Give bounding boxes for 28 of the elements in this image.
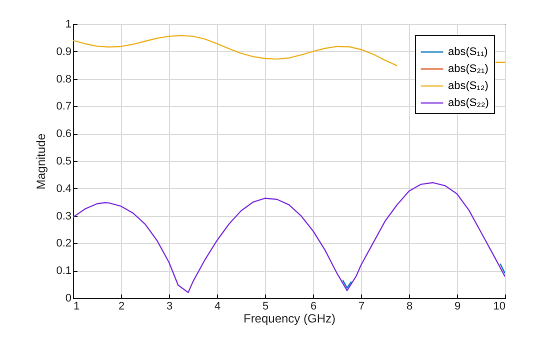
y-tick-label: 0	[65, 292, 72, 304]
y-tick-label: 0.9	[56, 46, 72, 58]
y-tick-label: 0.2	[56, 238, 72, 250]
legend-label: abs(S₂₁)	[448, 63, 488, 75]
x-tick-label: 1	[74, 300, 80, 312]
legend-label: abs(S₁₁)	[448, 46, 488, 58]
y-tick-label: 0.3	[56, 210, 72, 222]
x-tick-label: 2	[118, 300, 125, 312]
x-tick-label: 7	[358, 300, 365, 312]
x-tick-label: 10	[493, 300, 506, 312]
y-tick-label: 0.4	[56, 182, 72, 195]
y-tick-label: 0.7	[56, 100, 72, 113]
legend-label: abs(S₂₂)	[448, 97, 489, 109]
x-tick-label: 8	[406, 300, 413, 312]
y-tick-label: 0.1	[56, 265, 72, 278]
legend-label: abs(S₁₂)	[448, 80, 488, 92]
x-tick-label: 4	[214, 300, 221, 312]
y-axis-title: Magnitude	[34, 133, 48, 190]
y-tick-label: 0.5	[56, 156, 72, 168]
x-tick-label: 9	[454, 300, 461, 312]
y-tick-label: 1	[65, 18, 72, 30]
x-axis-title: Frequency (GHz)	[243, 312, 336, 326]
y-tick-label: 0.8	[56, 73, 72, 86]
y-tick-label: 0.6	[56, 128, 72, 140]
line-series	[73, 182, 505, 294]
x-tick-label: 6	[310, 300, 317, 312]
x-tick-label: 3	[166, 300, 173, 312]
x-tick-label: 5	[262, 300, 269, 312]
